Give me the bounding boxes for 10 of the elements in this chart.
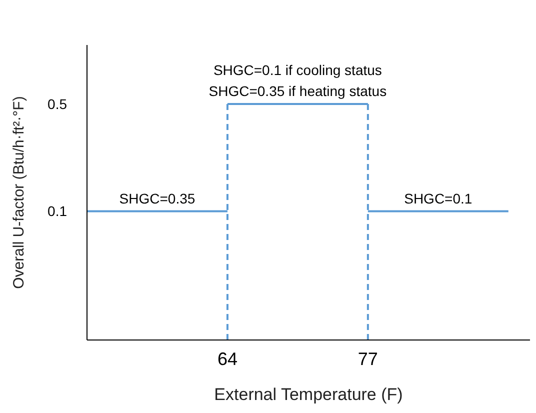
y-axis-title: Overall U-factor (Btu/h·ft²·°F) [10, 96, 28, 289]
x-tick-label: 77 [358, 348, 378, 369]
annotation: SHGC=0.35 [119, 190, 196, 206]
y-tick-label: 0.1 [48, 203, 68, 220]
y-tick-label: 0.5 [48, 96, 68, 112]
annotation: SHGC=0.1 if cooling status [213, 62, 382, 78]
x-tick-label: 64 [217, 348, 238, 369]
x-axis-title: External Temperature (F) [214, 385, 403, 404]
annotation: SHGC=0.35 if heating status [208, 83, 387, 99]
annotation: SHGC=0.1 [404, 190, 472, 206]
